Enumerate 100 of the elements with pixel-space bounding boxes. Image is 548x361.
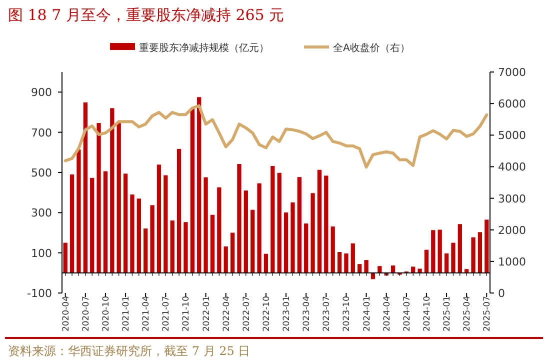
bar (257, 183, 262, 273)
bar (103, 171, 108, 273)
bar (424, 250, 429, 273)
bar (123, 174, 128, 273)
bar (358, 264, 362, 273)
bar (237, 164, 242, 273)
bar (451, 242, 456, 273)
bar (136, 198, 141, 273)
bar (156, 164, 162, 273)
y-tick-label: 100 (31, 246, 52, 260)
bar (210, 214, 215, 273)
legend-label: 全A收盘价（右） (333, 42, 410, 54)
bar (184, 222, 188, 273)
bar (224, 246, 228, 273)
text: 资料来源：华西证券研究所，截至 7 月 25 日 (8, 344, 250, 358)
y2-tick-label: 2000 (498, 224, 526, 237)
y-tick-label: 700 (31, 126, 52, 140)
bar (63, 242, 68, 273)
bar (150, 205, 154, 273)
bar (444, 253, 449, 273)
x-tick-label: 2023-04 (302, 296, 312, 332)
y2-tick-label: 6000 (498, 98, 526, 111)
line-series (64, 104, 488, 169)
bar (324, 176, 328, 273)
x-tick-label: 2024-07 (402, 296, 412, 332)
y2-tick-label: 4000 (498, 160, 526, 174)
bar (411, 266, 416, 273)
bar (330, 226, 335, 273)
bar (431, 230, 436, 273)
x-tick-label: 2020-07 (81, 296, 92, 332)
x-tick-label: 2022-01 (202, 296, 212, 332)
x-tick-label: 2021-01 (122, 296, 132, 332)
bar (116, 123, 121, 273)
chart-title: 图 18 7 月至今，重要股东净减持 265 元 (8, 6, 284, 24)
bar (204, 177, 208, 273)
bar (304, 223, 308, 273)
bar (297, 177, 302, 273)
x-tick-label: 2021-07 (162, 296, 172, 332)
bar (270, 166, 275, 273)
bar (96, 123, 101, 273)
x-tick-label: 2024-04 (382, 296, 392, 332)
bar (90, 178, 94, 273)
bar (350, 243, 355, 273)
bar (144, 228, 148, 273)
x-tick-label: 2024-01 (362, 296, 372, 332)
bar (217, 187, 222, 273)
y-tick-label: -100 (27, 287, 52, 300)
y2-tick-label: 0 (498, 287, 505, 300)
y-tick-label: 300 (31, 206, 52, 220)
bar (130, 194, 134, 273)
y2-tick-label: 1000 (498, 255, 526, 268)
bar (197, 97, 202, 273)
bar (70, 174, 74, 273)
bar (418, 268, 422, 273)
bar (83, 102, 88, 273)
y-tick-label: 900 (31, 86, 52, 100)
x-tick-label: 2023-07 (322, 296, 332, 332)
bar (170, 220, 174, 273)
bar (484, 220, 489, 273)
bar (344, 253, 348, 273)
bar (76, 150, 81, 273)
bar (250, 210, 255, 273)
y-tick-label: 500 (31, 166, 52, 180)
x-tick-label: 2023-10 (342, 296, 352, 332)
bar (471, 237, 476, 273)
bar (317, 170, 322, 273)
legend-label: 重要股东净减持规模（亿元） (139, 42, 269, 54)
x-tick-label: 2022-10 (262, 296, 272, 332)
bar (176, 148, 182, 273)
x-tick-label: 2025-04 (462, 296, 473, 332)
y2-tick-label: 7000 (498, 66, 526, 79)
bar (110, 108, 114, 273)
x-tick-label: 2025-01 (442, 296, 453, 332)
bar (458, 224, 462, 273)
x-tick-label: 2022-07 (242, 296, 252, 332)
y2-tick-label: 3000 (498, 192, 526, 206)
bar (244, 190, 248, 273)
bar (277, 172, 282, 273)
bar (438, 230, 442, 273)
bar (284, 212, 288, 273)
x-tick-label: 2023-01 (282, 296, 292, 332)
x-tick-label: 2020-10 (101, 296, 112, 332)
x-tick-label: 2021-10 (182, 296, 192, 332)
bar (390, 265, 396, 273)
bar (264, 254, 268, 273)
bar (478, 232, 482, 273)
x-tick-label: 2025-07 (482, 296, 493, 332)
bar (378, 266, 382, 273)
bar (337, 252, 342, 273)
x-tick-label: 2021-04 (142, 296, 152, 332)
x-tick-label: 2020-04 (61, 296, 72, 332)
bar (290, 202, 295, 273)
bar (310, 193, 315, 273)
x-tick-label: 2022-04 (222, 296, 232, 332)
x-tick-label: 2024-10 (422, 296, 432, 332)
y2-tick-label: 5000 (498, 129, 526, 142)
bar (164, 175, 168, 273)
bar (190, 108, 194, 273)
bar (364, 260, 368, 273)
bar (230, 232, 235, 273)
